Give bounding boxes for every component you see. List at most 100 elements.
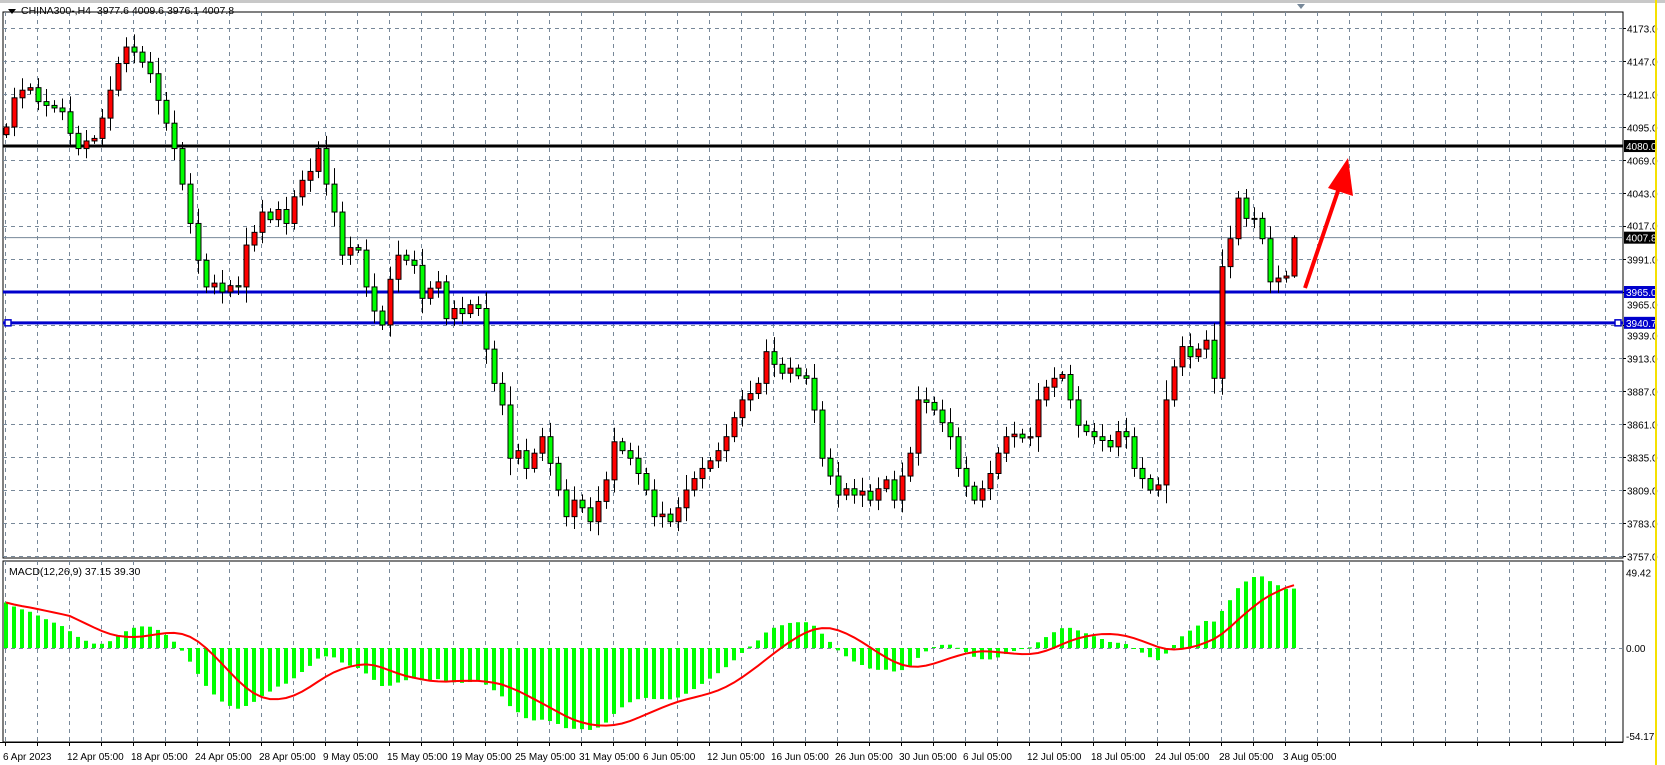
x-axis-label: 6 Jul 05:00 [963,752,1012,763]
dropdown-triangle-icon[interactable] [8,8,16,14]
candle-body [1227,238,1234,268]
candle-body [147,61,154,75]
macd-bar [1052,632,1056,648]
candle-body [235,285,242,288]
candle-body [1139,467,1146,480]
macd-bar [460,648,464,683]
macd-bar [884,648,888,670]
macd-bar [1012,648,1016,652]
candle-body [419,264,426,299]
macd-bar [860,648,864,666]
candle-body [115,63,122,91]
candle-body [1059,374,1066,379]
candle-body [587,507,594,523]
candle-body [211,282,218,288]
candle-body [691,478,698,491]
x-axis-label: 3 Aug 05:00 [1283,752,1337,763]
macd-bar [1092,636,1096,648]
macd-bar [692,648,696,690]
candle-body [563,489,570,518]
macd-bar [1116,642,1120,648]
macd-bar [1100,639,1104,648]
macd-bar [572,648,576,729]
candle-body [1179,346,1186,368]
candle-body [251,231,258,246]
candle-body [795,367,802,377]
candle-body [195,222,202,261]
macd-bar [1020,648,1024,650]
macd-bar [1212,621,1216,648]
candle-body [931,401,938,411]
level-price-tag: 3940.7 [1626,319,1657,330]
candle-body [683,489,690,509]
candle-body [1267,238,1274,283]
window-edge-line [1655,0,1657,765]
macd-bar [36,615,40,648]
macd-bar [12,606,16,648]
macd-bar [988,648,992,660]
candle-body [19,89,26,99]
y-axis-label: 4121.0 [1627,91,1658,102]
macd-bar [1252,577,1256,648]
y-axis-label: 3913.0 [1627,355,1658,366]
candle-body [603,479,610,502]
candle-body [1067,374,1074,401]
macd-bar [228,648,232,706]
macd-bar [348,648,352,666]
candle-body [571,499,578,518]
y-axis-label: 3757.0 [1627,553,1658,564]
x-axis-label: 19 May 05:00 [451,752,512,763]
candle-body [203,259,210,288]
candle-body [171,122,178,150]
line-handle [1614,319,1622,327]
candle-body [355,247,362,251]
candle-body [523,450,530,469]
candle-body [99,117,106,139]
y-axis-label: 4043.0 [1627,190,1658,201]
macd-bar [340,648,344,663]
candle-body [955,436,962,469]
macd-bar [596,648,600,728]
candle-body [507,404,514,459]
candle-body [107,89,114,119]
macd-bar [484,648,488,685]
candle-body [971,485,978,501]
macd-bar [580,648,584,730]
candle-body [363,249,370,288]
macd-bar [852,648,856,662]
macd-bar [164,634,168,648]
candle-body [699,467,706,480]
macd-bar [1284,588,1288,648]
candle-body [1027,436,1034,439]
macd-bar [84,640,88,648]
macd-bar [780,625,784,648]
candle-body [1075,399,1082,426]
macd-histogram [4,576,1296,730]
x-axis-label: 15 May 05:00 [387,752,448,763]
candle-body [1051,377,1058,388]
y-axis-label: 3835.0 [1627,454,1658,465]
candle-body [1219,266,1226,379]
macd-bar [908,648,912,667]
macd-bar [28,611,32,648]
y-axis-label: 4095.0 [1627,124,1658,135]
arrow-head-icon [1328,158,1353,196]
y-axis-label: 3809.0 [1627,487,1658,498]
macd-bar [44,619,48,648]
macd-bar [508,648,512,707]
x-axis-label: 18 Apr 05:00 [131,752,188,763]
candle-body [1091,431,1098,438]
candle-body [843,488,850,496]
macd-bar [956,647,960,649]
candle-body [283,209,290,224]
macd-bar [196,648,200,674]
macd-bar [1188,630,1192,648]
candle-body [515,450,522,459]
candle-body [459,308,466,315]
macd-bar [172,641,176,648]
candle-body [1083,424,1090,433]
x-axis-label: 9 May 05:00 [323,752,378,763]
candle-body [403,254,410,261]
candle-body [483,308,490,350]
